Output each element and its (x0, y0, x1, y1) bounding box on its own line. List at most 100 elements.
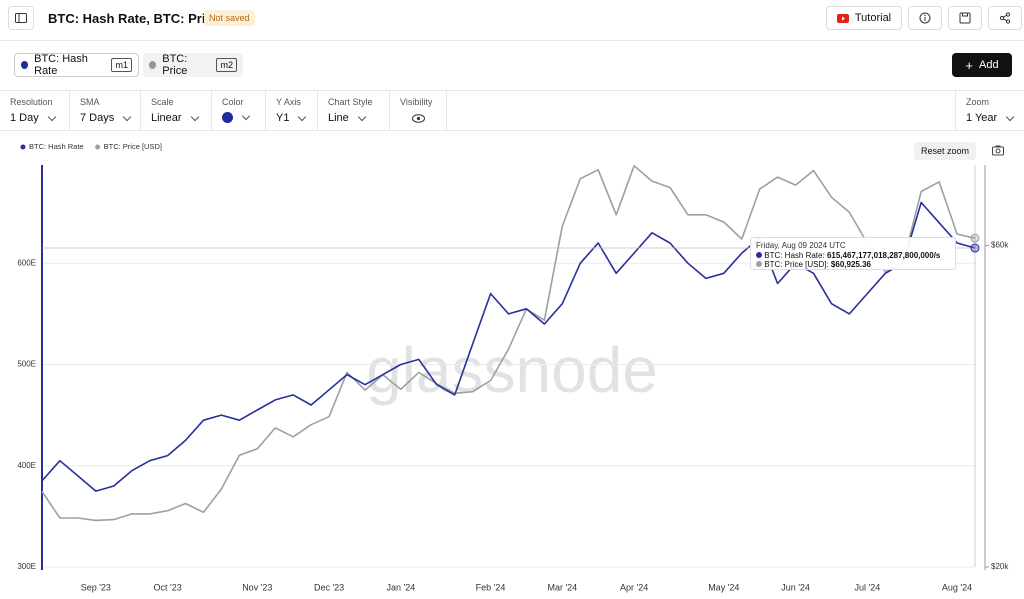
hover-marker (970, 243, 980, 253)
chevron (123, 112, 132, 121)
eye-icon (412, 112, 425, 126)
legend-label: BTC: Price [USD] (104, 142, 162, 151)
control-label: Visibility (400, 97, 433, 107)
watermark: glassnode (366, 334, 658, 406)
x-tick-label: Mar '24 (547, 582, 577, 592)
info-button[interactable] (908, 6, 942, 30)
y2-tick-label: $60k (991, 241, 1009, 250)
tooltip-label: BTC: Price [USD]: (764, 260, 829, 269)
youtube-icon (836, 13, 849, 23)
metric-tag: m1 (111, 58, 132, 72)
control-label: Resolution (10, 97, 53, 107)
metric-chip[interactable]: BTC: Hash Rate m1 (14, 53, 139, 77)
control[interactable]: Visibility (390, 91, 447, 130)
x-tick-label: Jun '24 (781, 582, 810, 592)
control[interactable]: Color (212, 91, 266, 130)
save-status: Not saved (204, 10, 255, 26)
metrics-row: BTC: Hash Rate m1 BTC: Price m2 + Add (0, 41, 1024, 91)
control-value-text: 1 Year (966, 112, 998, 124)
tutorial-button[interactable]: Tutorial (826, 6, 902, 30)
hover-marker (970, 233, 980, 243)
control-label: Zoom (966, 97, 990, 107)
control-value: Linear (151, 112, 211, 124)
control-value-text: Line (328, 112, 349, 124)
color-swatch (222, 112, 233, 123)
x-tick-label: Jan '24 (386, 582, 415, 592)
tooltip-line: BTC: Price [USD]: $60,925.36 (756, 260, 950, 270)
metric-tag: m2 (216, 58, 237, 72)
tooltip-dot (756, 251, 762, 258)
tooltip-label: BTC: Hash Rate: (764, 250, 825, 260)
header: BTC: Hash Rate, BTC: Price Not saved Tut… (0, 0, 1024, 41)
eye (412, 114, 425, 123)
save-button[interactable] (948, 6, 982, 30)
y-tick-label: 600E (17, 258, 36, 267)
x-tick-label: Apr '24 (620, 582, 648, 592)
legend-label: BTC: Hash Rate (29, 142, 84, 151)
tooltip-dot (756, 261, 762, 267)
add-label: Add (979, 59, 999, 71)
control-label: Scale (151, 97, 174, 107)
control-value: Y1 (276, 112, 317, 124)
control-value-text: 1 Day (10, 112, 39, 124)
x-tick-label: Jul '24 (854, 582, 880, 592)
metric-color (149, 61, 157, 69)
metric-color (21, 61, 29, 69)
tooltip: Friday, Aug 09 2024 UTC BTC: Hash Rate: … (750, 237, 956, 270)
y-tick-label: 300E (17, 562, 36, 571)
series-line (41, 165, 976, 522)
control-value-text: Y1 (276, 112, 290, 124)
control-value (222, 111, 265, 123)
tooltip-value: 615,467,177,018,287,800,000/s (826, 250, 941, 260)
control-value: 7 Days (80, 112, 140, 124)
chevron (47, 112, 56, 121)
control-value-text: 7 Days (80, 112, 115, 124)
tooltip-date: Friday, Aug 09 2024 UTC (756, 241, 846, 250)
chart: glassnode 300E 400E 500E 600E $20k $60k Sep '23… (17, 142, 1009, 592)
series-line (41, 201, 976, 492)
x-tick-label: Nov '23 (242, 582, 272, 592)
tooltip-line: BTC: Hash Rate: 615,467,177,018,287,800,… (756, 251, 950, 261)
add-button[interactable]: + Add (952, 53, 1012, 77)
x-tick-label: Dec '23 (314, 582, 344, 592)
title: BTC: Hash Rate, BTC: Price (48, 11, 220, 26)
x-tick-label: Feb '24 (476, 582, 506, 592)
control-value: 1 Year (966, 112, 1024, 124)
save-icon (959, 12, 971, 24)
zoom-control[interactable]: Zoom 1 Year (955, 91, 1024, 130)
chevron (1005, 112, 1015, 121)
sidebar-toggle[interactable] (8, 6, 34, 30)
legend-marker (20, 144, 26, 150)
x-tick-label: Sep '23 (81, 582, 111, 592)
reset-zoom-button[interactable]: Reset zoom (914, 142, 976, 160)
chevron (241, 111, 251, 121)
metric-name: BTC: Hash Rate (34, 53, 88, 77)
control-label: Color (222, 97, 244, 107)
camera-icon[interactable] (992, 145, 1004, 156)
control[interactable]: Scale Linear (141, 91, 212, 130)
control[interactable]: Resolution 1 Day (0, 91, 70, 130)
control-label: Chart Style (328, 97, 373, 107)
legend-marker (95, 144, 101, 150)
control-value: 1 Day (10, 112, 69, 124)
plus-icon: + (965, 57, 973, 73)
y-tick-label: 500E (17, 360, 36, 369)
chevron (190, 112, 199, 121)
y2-tick-label: $20k (991, 562, 1009, 571)
control[interactable]: SMA 7 Days (70, 91, 141, 130)
tooltip-value: $60,925.36 (830, 260, 871, 269)
metric-chip[interactable]: BTC: Price m2 (143, 53, 243, 77)
share-button[interactable] (988, 6, 1022, 30)
control-label: Y Axis (276, 97, 301, 107)
chevron (298, 112, 307, 121)
metric-name: BTC: Price (162, 53, 188, 77)
x-tick-label: May '24 (708, 582, 739, 592)
tutorial-label: Tutorial (854, 12, 892, 24)
control[interactable]: Chart Style Line (318, 91, 390, 130)
share-icon (999, 12, 1011, 24)
info-icon (919, 12, 931, 24)
control[interactable]: Y Axis Y1 (266, 91, 318, 130)
controls-row: Zoom 1 Year Resolution 1 Day SMA 7 Days Scal… (0, 91, 1024, 131)
y-tick-label: 400E (17, 461, 36, 470)
